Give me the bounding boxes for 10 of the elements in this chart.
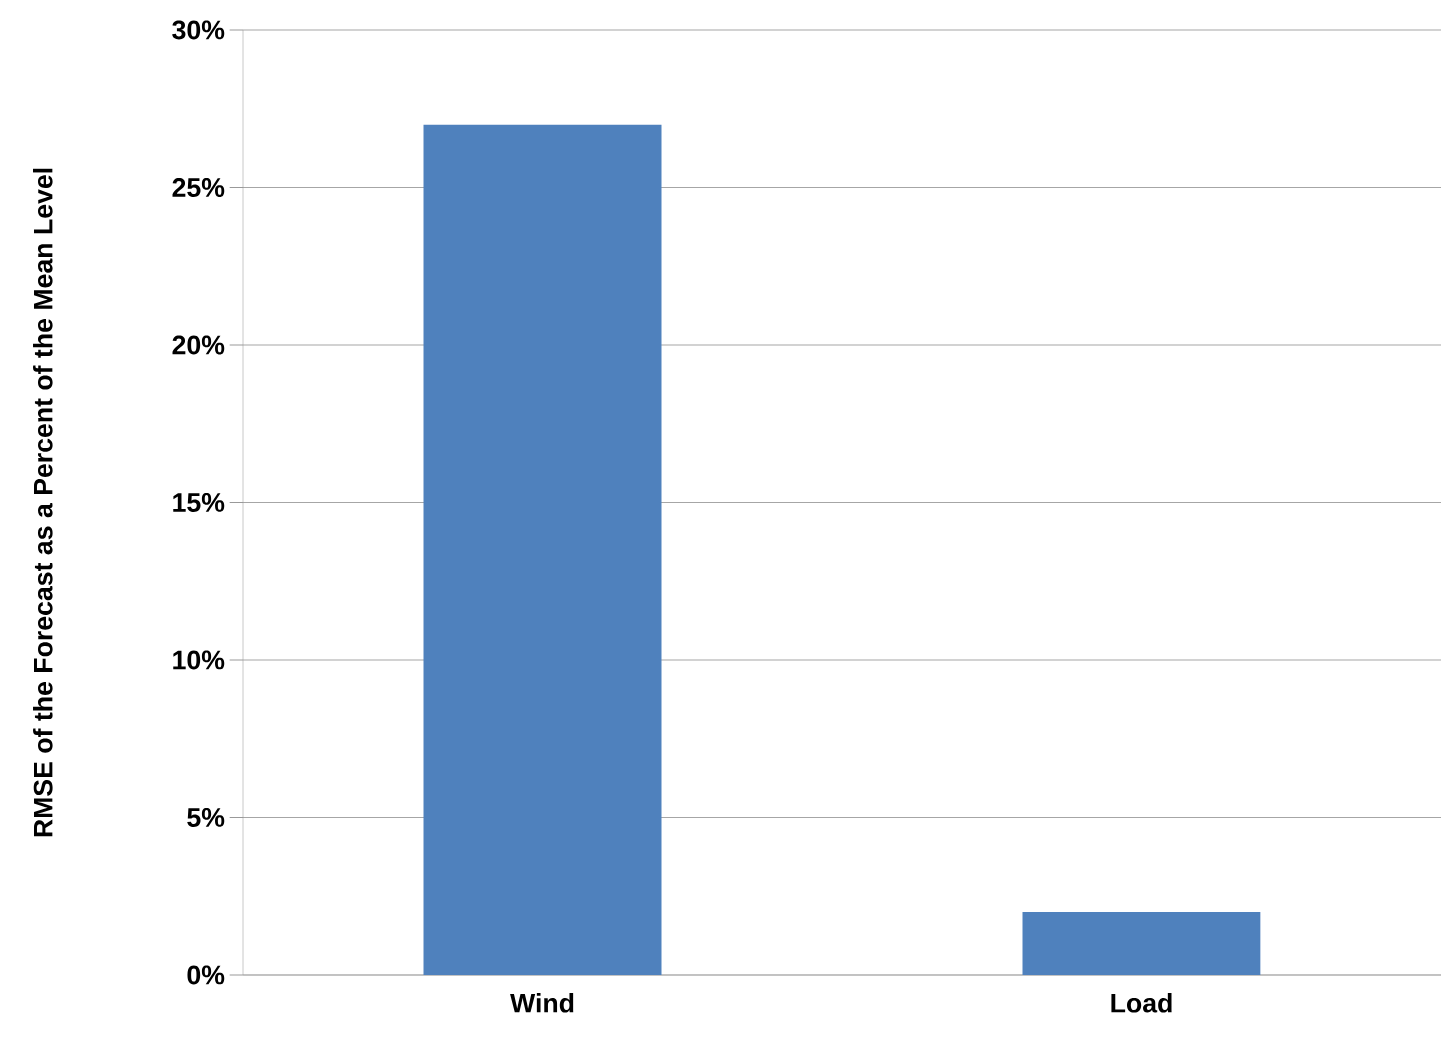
y-tick-label: 0% (187, 965, 225, 985)
y-tick-label: 10% (173, 650, 225, 670)
y-tick-label: 20% (172, 335, 225, 355)
x-tick-label: Load (1111, 993, 1172, 1013)
y-tick-label: 30% (172, 20, 225, 40)
x-tick-label: Wind (510, 993, 574, 1013)
y-axis-title: RMSE of the Forecast as a Percent of the Mean Level (33, 168, 53, 837)
y-tick-label: 5% (187, 808, 225, 827)
y-tick-label: 15% (173, 493, 225, 512)
y-tick-label: 25% (172, 178, 225, 197)
